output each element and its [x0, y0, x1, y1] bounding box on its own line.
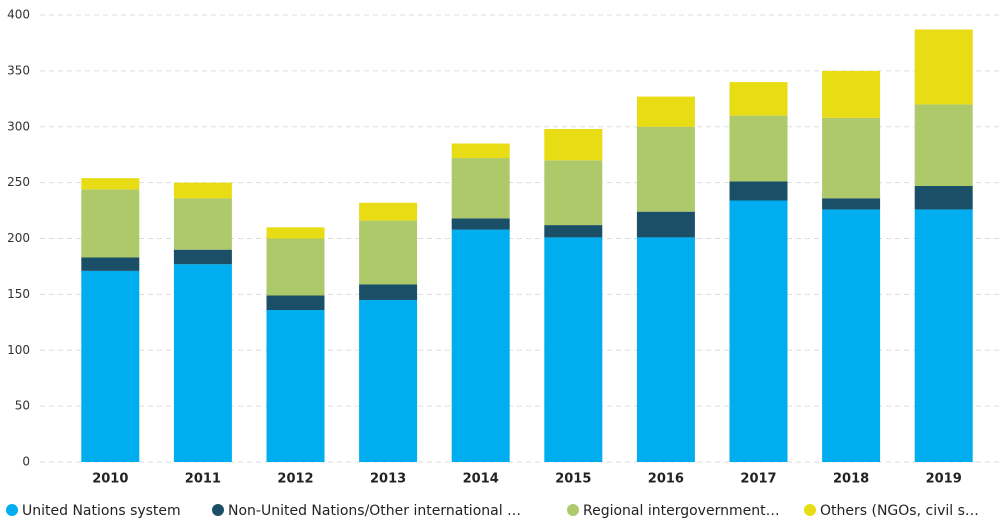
- bar-segment: [729, 115, 788, 182]
- y-tick-label: 350: [7, 63, 30, 77]
- bar-segment: [81, 270, 140, 462]
- bar-segment: [822, 209, 881, 462]
- bar-segment: [636, 126, 695, 212]
- legend-label: United Nations system: [22, 503, 181, 519]
- bar-segment: [81, 257, 140, 271]
- legend-label: Others (NGOs, civil s…: [820, 503, 979, 519]
- x-tick-label: 2010: [92, 472, 128, 487]
- bar-segment: [729, 181, 788, 201]
- y-tick-label: 200: [7, 231, 30, 245]
- x-tick-label: 2018: [833, 472, 869, 487]
- x-tick-label: 2012: [277, 472, 313, 487]
- bar-segment: [544, 237, 603, 462]
- legend-marker: [804, 504, 816, 516]
- legend-marker: [6, 504, 18, 516]
- bar-segment: [266, 295, 325, 311]
- bar-segment: [359, 202, 418, 221]
- bar-segment: [359, 284, 418, 300]
- bar-segment: [173, 249, 232, 265]
- bar-segment: [451, 158, 510, 219]
- y-tick-label: 0: [22, 455, 30, 469]
- bar-segment: [544, 160, 603, 226]
- bar-segment: [81, 178, 140, 190]
- bar-segment: [822, 70, 881, 118]
- bar-segment: [914, 185, 973, 210]
- bar-segment: [359, 299, 418, 462]
- bar-segment: [81, 189, 140, 258]
- bar-segment: [729, 82, 788, 116]
- bar-segment: [173, 182, 232, 199]
- bar-segment: [636, 211, 695, 238]
- bar-segment: [822, 117, 881, 199]
- bar-segment: [636, 96, 695, 127]
- y-tick-label: 50: [15, 399, 30, 413]
- y-tick-label: 250: [7, 175, 30, 189]
- bar-segment: [822, 198, 881, 210]
- x-tick-label: 2013: [370, 472, 406, 487]
- bar-segment: [173, 198, 232, 250]
- bar-segment: [544, 128, 603, 161]
- y-tick-label: 400: [7, 8, 30, 22]
- x-tick-label: 2011: [185, 472, 221, 487]
- bar-segment: [729, 200, 788, 462]
- bar-segment: [451, 218, 510, 230]
- bar-segment: [914, 209, 973, 462]
- y-tick-label: 150: [7, 287, 30, 301]
- bar-segment: [451, 229, 510, 462]
- bar-segment: [359, 220, 418, 285]
- legend-label: Regional intergovernment…: [583, 503, 780, 519]
- x-tick-label: 2016: [648, 472, 684, 487]
- legend-marker: [567, 504, 579, 516]
- bar-segment: [451, 143, 510, 159]
- bar-segment: [266, 238, 325, 296]
- bar-segment: [544, 225, 603, 238]
- y-tick-label: 300: [7, 119, 30, 133]
- bar-segment: [266, 227, 325, 239]
- x-tick-label: 2014: [463, 472, 499, 487]
- x-tick-label: 2019: [926, 472, 962, 487]
- bar-segment: [914, 104, 973, 186]
- y-tick-label: 100: [7, 343, 30, 357]
- legend-label: Non-United Nations/Other international …: [228, 503, 521, 519]
- x-tick-label: 2017: [740, 472, 776, 487]
- bar-segment: [173, 264, 232, 462]
- legend-marker: [212, 504, 224, 516]
- bar-segment: [266, 310, 325, 462]
- bar-segment: [636, 237, 695, 462]
- bar-segment: [914, 29, 973, 105]
- x-tick-label: 2015: [555, 472, 591, 487]
